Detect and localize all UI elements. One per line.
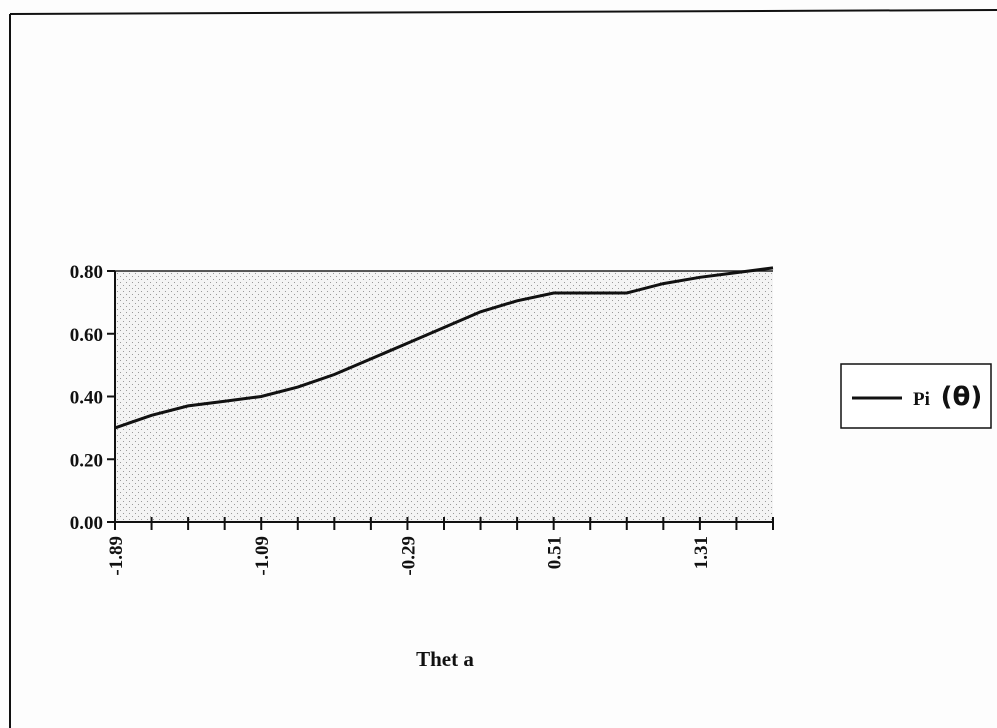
x-tick-label: 1.31 bbox=[691, 536, 712, 569]
y-tick-label: 0.40 bbox=[70, 388, 103, 409]
x-tick-group: -1.89 -1.09 -0.29 0.51 1.31 bbox=[106, 517, 774, 576]
y-tick-label: 0.80 bbox=[70, 262, 103, 283]
y-tick-label: 0.00 bbox=[70, 513, 103, 534]
plot-area bbox=[115, 271, 773, 522]
x-axis-title: Thet a bbox=[416, 647, 474, 671]
frame-top-border bbox=[9, 9, 997, 15]
x-tick-label: 0.51 bbox=[545, 536, 566, 569]
x-tick-label: -1.09 bbox=[252, 536, 273, 576]
legend-label-symbol: (θ) bbox=[941, 382, 983, 412]
series-line-pi-theta bbox=[114, 266, 774, 430]
x-tick-label: -1.89 bbox=[106, 536, 127, 576]
legend: Pi (θ) bbox=[840, 363, 992, 429]
legend-label-text: Pi bbox=[913, 389, 930, 410]
y-tick-label: 0.20 bbox=[70, 450, 103, 471]
legend-label: Pi (θ) bbox=[913, 382, 982, 412]
x-tick-label: -0.29 bbox=[398, 536, 419, 576]
y-tick-label: 0.60 bbox=[70, 325, 103, 346]
y-tick-group: 0.00 0.20 0.40 0.60 0.80 bbox=[70, 262, 115, 534]
legend-box bbox=[840, 363, 992, 429]
